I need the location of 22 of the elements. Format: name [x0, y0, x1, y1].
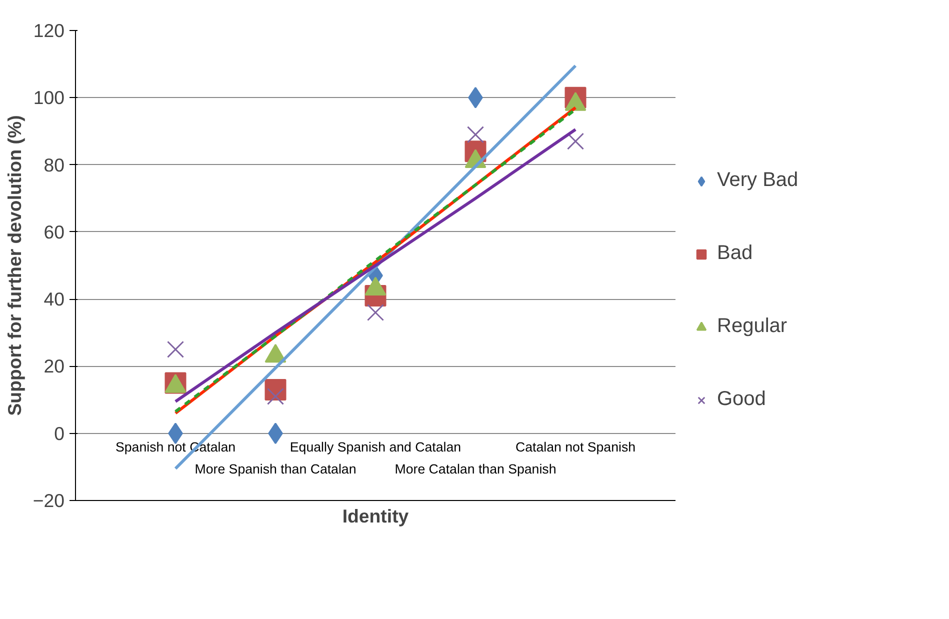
y-tick-label: 100 [33, 87, 65, 108]
y-axis-title: Support for further devolution (%) [4, 115, 25, 416]
y-tick-label: 0 [54, 422, 65, 444]
legend-label: Good [717, 388, 767, 411]
y-tick-label: 120 [33, 20, 65, 41]
point [166, 340, 184, 358]
point [366, 304, 384, 322]
x-tick-label: Catalan not Spanish [515, 439, 636, 454]
y-tick-label: 20 [44, 356, 65, 377]
legend-label: Very Bad [717, 169, 800, 192]
y-tick-label: 60 [44, 221, 65, 242]
legend-label: Bad [717, 242, 754, 265]
y-tick-label: 40 [44, 288, 65, 310]
y-tick-label: −20 [32, 490, 65, 511]
legend-label: Regular [717, 315, 788, 338]
x-tick-label: More Spanish than Catalan [194, 461, 356, 476]
x-axis-title: Identity [342, 506, 410, 526]
x-tick-label: More Catalan than Spanish [394, 461, 556, 476]
y-tick-label: 80 [44, 154, 65, 176]
point [566, 132, 584, 150]
x-tick-label: Equally Spanish and Catalan [290, 439, 462, 454]
point [466, 126, 484, 144]
